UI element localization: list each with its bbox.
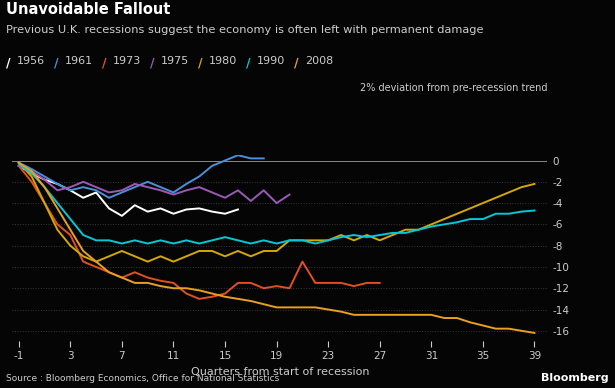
Text: 1961: 1961 xyxy=(65,56,93,66)
X-axis label: Quarters from start of recession: Quarters from start of recession xyxy=(191,367,369,377)
Text: Source : Bloomberg Economics, Office for National Statistics: Source : Bloomberg Economics, Office for… xyxy=(6,374,279,383)
Text: 1980: 1980 xyxy=(209,56,237,66)
Text: 1975: 1975 xyxy=(161,56,189,66)
Text: 2008: 2008 xyxy=(305,56,333,66)
Text: /: / xyxy=(6,56,11,69)
Text: /: / xyxy=(150,56,155,69)
Text: 1990: 1990 xyxy=(257,56,285,66)
Text: /: / xyxy=(246,56,251,69)
Text: Bloomberg: Bloomberg xyxy=(541,373,609,383)
Text: 1956: 1956 xyxy=(17,56,46,66)
Text: /: / xyxy=(294,56,299,69)
Text: /: / xyxy=(198,56,203,69)
Text: /: / xyxy=(102,56,107,69)
Text: 1973: 1973 xyxy=(113,56,141,66)
Text: 2% deviation from pre-recession trend: 2% deviation from pre-recession trend xyxy=(360,83,547,94)
Text: /: / xyxy=(54,56,59,69)
Text: Unavoidable Fallout: Unavoidable Fallout xyxy=(6,2,170,17)
Text: Previous U.K. recessions suggest the economy is often left with permanent damage: Previous U.K. recessions suggest the eco… xyxy=(6,25,483,35)
